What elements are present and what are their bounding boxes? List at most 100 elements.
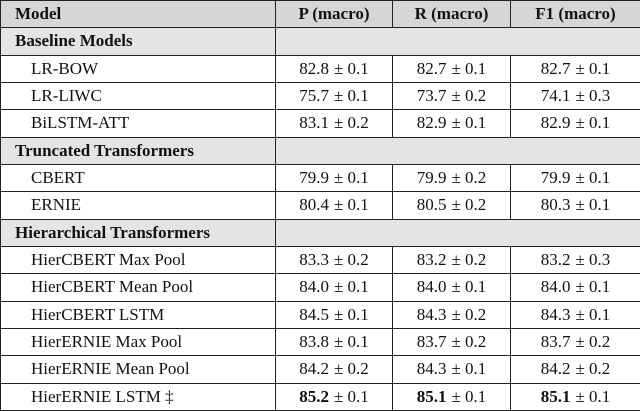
model-name: BiLSTM-ATT	[0, 109, 276, 138]
score-error: ± 0.3	[575, 86, 611, 106]
model-name: LR-LIWC	[0, 81, 276, 111]
data-row: HierCBERT Mean Pool 84.0 ± 0.1 84.0 ± 0.1 84.…	[0, 273, 640, 302]
data-row: HierERNIE Mean Pool 84.2 ± 0.2 84.3 ± 0.1 84.…	[0, 355, 640, 384]
score-error: ± 0.2	[575, 359, 611, 379]
score-cell: 84.5 ± 0.1	[275, 300, 393, 329]
score-cell: 85.1 ± 0.1	[510, 382, 640, 411]
score-error: ± 0.1	[333, 277, 369, 297]
score-mean: 79.9	[299, 168, 329, 188]
score-mean: 82.9	[540, 113, 571, 133]
score-error: ± 0.1	[575, 58, 611, 78]
score-error: ± 0.3	[575, 250, 611, 270]
data-row: LR-BOW 82.8 ± 0.1 82.7 ± 0.1 82.7 ± 0.1	[0, 54, 640, 83]
score-error: ± 0.2	[451, 195, 487, 215]
score-cell: 83.8 ± 0.1	[275, 327, 393, 357]
score-cell: 84.0 ± 0.1	[510, 273, 640, 302]
score-error: ± 0.2	[451, 250, 487, 270]
data-row: HierERNIE Max Pool 83.8 ± 0.1 83.7 ± 0.2 83.7…	[0, 327, 640, 357]
score-cell: 82.8 ± 0.1	[275, 54, 393, 83]
score-mean: 83.3	[299, 250, 329, 270]
score-mean: 85.1	[416, 386, 447, 406]
score-error: ± 0.1	[333, 195, 369, 215]
score-error: ± 0.1	[575, 277, 611, 297]
score-mean: 83.2	[416, 250, 447, 270]
score-cell: 82.7 ± 0.1	[510, 54, 640, 83]
section-title: Baseline Models	[0, 27, 276, 56]
score-cell: 73.7 ± 0.2	[392, 81, 511, 111]
score-cell: 83.7 ± 0.2	[510, 327, 640, 357]
score-mean: 85.1	[540, 386, 571, 406]
score-error: ± 0.1	[333, 58, 369, 78]
data-row: LR-LIWC 75.7 ± 0.1 73.7 ± 0.2 74.1 ± 0.3	[0, 81, 640, 111]
score-mean: 83.1	[299, 113, 329, 133]
score-error: ± 0.1	[333, 168, 369, 188]
model-name: HierCBERT Max Pool	[0, 245, 276, 275]
section-title: Hierarchical Transformers	[0, 218, 276, 247]
data-row: HierCBERT LSTM 84.5 ± 0.1 84.3 ± 0.2 84.3 ± 0.…	[0, 300, 640, 329]
section-fill	[275, 27, 640, 56]
section-row: Hierarchical Transformers	[0, 218, 640, 247]
score-error: ± 0.1	[333, 332, 369, 352]
score-cell: 85.2 ± 0.1	[275, 382, 393, 411]
score-error: ± 0.1	[575, 386, 611, 406]
score-mean: 84.3	[540, 304, 571, 324]
score-error: ± 0.2	[451, 304, 487, 324]
score-mean: 79.9	[540, 168, 571, 188]
score-mean: 82.7	[540, 58, 571, 78]
score-cell: 83.3 ± 0.2	[275, 245, 393, 275]
score-mean: 83.7	[540, 332, 571, 352]
score-error: ± 0.1	[451, 359, 487, 379]
score-cell: 83.2 ± 0.2	[392, 245, 511, 275]
header-row: Model P (macro) R (macro) F1 (macro)	[0, 0, 640, 29]
score-mean: 83.8	[299, 332, 329, 352]
score-error: ± 0.2	[333, 113, 369, 133]
data-row: HierCBERT Max Pool 83.3 ± 0.2 83.2 ± 0.2 83.2…	[0, 245, 640, 275]
model-name: HierCBERT Mean Pool	[0, 273, 276, 302]
score-cell: 74.1 ± 0.3	[510, 81, 640, 111]
score-mean: 84.2	[299, 359, 329, 379]
data-row: ERNIE 80.4 ± 0.1 80.5 ± 0.2 80.3 ± 0.1	[0, 191, 640, 220]
section-row: Baseline Models	[0, 27, 640, 56]
column-header: R (macro)	[392, 0, 511, 29]
score-mean: 84.3	[416, 359, 447, 379]
data-row: HierERNIE LSTM ‡ 85.2 ± 0.1 85.1 ± 0.1 85.1 ± …	[0, 382, 640, 411]
score-cell: 84.3 ± 0.1	[392, 355, 511, 384]
score-error: ± 0.2	[333, 359, 369, 379]
score-cell: 84.2 ± 0.2	[510, 355, 640, 384]
score-mean: 83.7	[416, 332, 447, 352]
model-name: HierCBERT LSTM	[0, 300, 276, 329]
score-cell: 75.7 ± 0.1	[275, 81, 393, 111]
model-name: HierERNIE LSTM ‡	[0, 382, 276, 411]
score-cell: 80.3 ± 0.1	[510, 191, 640, 220]
score-cell: 85.1 ± 0.1	[392, 382, 511, 411]
score-mean: 73.7	[416, 86, 447, 106]
score-cell: 82.7 ± 0.1	[392, 54, 511, 83]
score-mean: 82.7	[416, 58, 447, 78]
score-mean: 84.2	[540, 359, 571, 379]
score-cell: 79.9 ± 0.1	[275, 163, 393, 193]
score-error: ± 0.2	[451, 168, 487, 188]
score-cell: 83.7 ± 0.2	[392, 327, 511, 357]
score-error: ± 0.1	[575, 113, 611, 133]
score-mean: 79.9	[416, 168, 447, 188]
score-cell: 84.3 ± 0.1	[510, 300, 640, 329]
score-cell: 83.2 ± 0.3	[510, 245, 640, 275]
score-error: ± 0.1	[451, 113, 487, 133]
score-error: ± 0.1	[333, 386, 369, 406]
score-cell: 84.2 ± 0.2	[275, 355, 393, 384]
score-mean: 80.4	[299, 195, 329, 215]
score-mean: 84.0	[299, 277, 329, 297]
score-cell: 79.9 ± 0.1	[510, 163, 640, 193]
score-error: ± 0.1	[575, 195, 611, 215]
score-error: ± 0.1	[575, 304, 611, 324]
model-name: LR-BOW	[0, 54, 276, 83]
section-fill	[275, 218, 640, 247]
score-error: ± 0.2	[333, 250, 369, 270]
score-cell: 83.1 ± 0.2	[275, 109, 393, 138]
score-mean: 85.2	[299, 386, 329, 406]
score-error: ± 0.2	[575, 332, 611, 352]
section-title: Truncated Transformers	[0, 136, 276, 165]
score-cell: 84.0 ± 0.1	[275, 273, 393, 302]
score-error: ± 0.1	[333, 304, 369, 324]
